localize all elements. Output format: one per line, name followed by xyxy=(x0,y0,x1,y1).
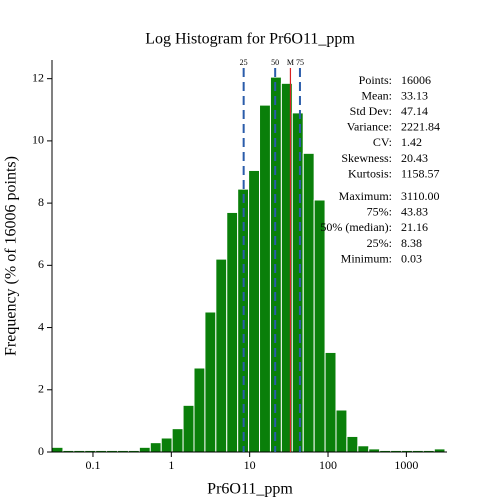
stat-value: 20.43 xyxy=(401,151,428,165)
stat-label: 25%: xyxy=(367,236,392,250)
bar xyxy=(138,446,151,453)
stat-label: 75%: xyxy=(367,205,392,219)
x-tick-label: 1000 xyxy=(394,458,418,472)
bar xyxy=(357,445,370,453)
stat-label: 50% (median): xyxy=(320,220,392,234)
marker-label: 75 xyxy=(296,58,304,67)
chart-title: Log Histogram for Pr6O11_ppm xyxy=(145,31,355,48)
stat-label: Skewness: xyxy=(341,151,392,165)
stat-label: Std Dev: xyxy=(350,104,392,118)
stat-value: 43.83 xyxy=(401,205,428,219)
bar xyxy=(171,428,184,453)
bar xyxy=(182,404,195,453)
bar xyxy=(149,442,162,453)
x-tick-label: 100 xyxy=(319,458,337,472)
stat-label: Points: xyxy=(359,73,392,87)
marker-label: 50 xyxy=(271,58,279,67)
marker-label: M xyxy=(287,58,294,67)
y-tick-label: 6 xyxy=(38,257,44,271)
bar xyxy=(259,104,271,453)
bar xyxy=(51,446,64,453)
bar xyxy=(204,311,217,453)
stat-value: 3110.00 xyxy=(401,189,440,203)
stat-label: Variance: xyxy=(347,120,392,134)
bar xyxy=(215,258,228,453)
stat-label: CV: xyxy=(373,135,392,149)
stat-value: 47.14 xyxy=(401,104,428,118)
bar xyxy=(291,112,304,453)
y-axis-label: Frequency (% of 16006 points) xyxy=(3,156,20,356)
bar xyxy=(346,435,359,453)
bar xyxy=(335,409,348,453)
bar xyxy=(193,367,206,453)
y-tick-label: 10 xyxy=(32,133,44,147)
y-tick-label: 2 xyxy=(38,382,44,396)
stat-label: Mean: xyxy=(361,88,392,102)
bar xyxy=(313,199,326,453)
stat-value: 1158.57 xyxy=(401,166,440,180)
x-tick-label: 0.1 xyxy=(85,458,100,472)
stat-value: 1.42 xyxy=(401,135,422,149)
stat-value: 2221.84 xyxy=(401,120,440,134)
stat-label: Minimum: xyxy=(341,251,392,265)
marker-label: 25 xyxy=(240,58,248,67)
x-tick-label: 10 xyxy=(244,458,256,472)
stat-value: 0.03 xyxy=(401,251,422,265)
y-tick-label: 0 xyxy=(38,444,44,458)
bar xyxy=(302,152,315,453)
stat-label: Kurtosis: xyxy=(348,166,392,180)
stat-label: Maximum: xyxy=(339,189,392,203)
stat-value: 33.13 xyxy=(401,88,428,102)
bar xyxy=(324,351,337,453)
y-tick-label: 8 xyxy=(38,195,44,209)
stat-value: 16006 xyxy=(401,73,431,87)
x-tick-label: 1 xyxy=(168,458,174,472)
x-axis-label: Pr6O11_ppm xyxy=(207,481,293,498)
bar xyxy=(160,437,173,453)
y-tick-label: 12 xyxy=(32,70,44,84)
stat-value: 21.16 xyxy=(401,220,428,234)
bar xyxy=(226,211,239,453)
y-tick-label: 4 xyxy=(38,319,44,333)
stat-value: 8.38 xyxy=(401,236,422,250)
bar xyxy=(248,169,261,453)
